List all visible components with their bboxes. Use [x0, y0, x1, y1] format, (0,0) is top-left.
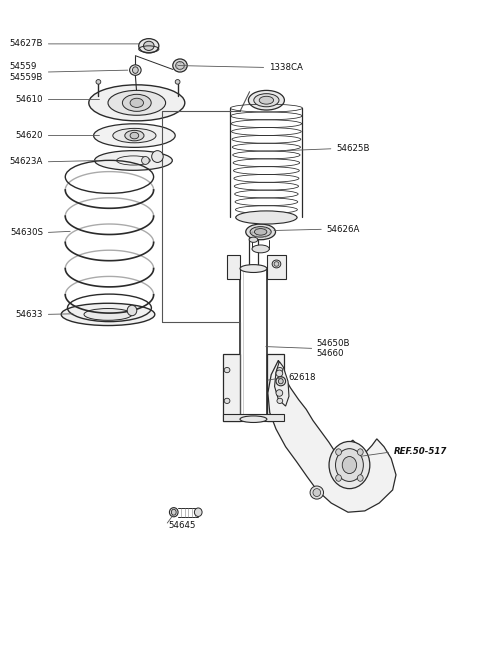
Text: 1338CA: 1338CA	[269, 63, 303, 72]
Text: 54623A: 54623A	[10, 157, 43, 166]
Ellipse shape	[127, 305, 137, 316]
Ellipse shape	[277, 367, 283, 373]
Ellipse shape	[249, 237, 258, 242]
Text: 54645: 54645	[168, 521, 195, 530]
Ellipse shape	[240, 416, 267, 422]
Ellipse shape	[252, 245, 269, 253]
Ellipse shape	[276, 377, 286, 386]
Polygon shape	[275, 362, 289, 406]
Ellipse shape	[254, 94, 279, 107]
Ellipse shape	[113, 128, 156, 143]
Ellipse shape	[96, 79, 101, 84]
Ellipse shape	[224, 398, 230, 403]
Ellipse shape	[95, 151, 172, 170]
Ellipse shape	[171, 510, 176, 515]
Ellipse shape	[240, 265, 267, 272]
Ellipse shape	[254, 229, 267, 235]
Text: 54633: 54633	[16, 310, 43, 319]
Ellipse shape	[108, 90, 166, 115]
Ellipse shape	[125, 130, 144, 141]
Ellipse shape	[130, 132, 139, 139]
Text: 54625B: 54625B	[336, 144, 370, 153]
Ellipse shape	[94, 124, 175, 147]
Ellipse shape	[176, 62, 184, 69]
Ellipse shape	[139, 39, 159, 53]
Ellipse shape	[250, 227, 271, 237]
Polygon shape	[267, 354, 284, 421]
Text: REF.50-517: REF.50-517	[394, 447, 447, 457]
Ellipse shape	[142, 157, 149, 164]
Ellipse shape	[336, 475, 341, 481]
Polygon shape	[268, 360, 396, 512]
Ellipse shape	[61, 303, 155, 326]
Ellipse shape	[169, 508, 178, 517]
Text: 54650B
54660: 54650B 54660	[317, 339, 350, 358]
Ellipse shape	[342, 457, 357, 474]
Text: 54627B: 54627B	[10, 39, 43, 48]
Ellipse shape	[259, 96, 274, 104]
Ellipse shape	[89, 84, 185, 121]
Ellipse shape	[122, 94, 151, 111]
Polygon shape	[223, 354, 240, 421]
Ellipse shape	[336, 449, 363, 481]
Text: 54626A: 54626A	[326, 225, 360, 234]
Ellipse shape	[173, 59, 187, 72]
Ellipse shape	[236, 211, 297, 224]
Ellipse shape	[329, 441, 370, 489]
Ellipse shape	[274, 262, 279, 267]
Ellipse shape	[84, 309, 132, 320]
Ellipse shape	[276, 370, 283, 377]
Ellipse shape	[358, 449, 363, 455]
Polygon shape	[223, 414, 284, 421]
Polygon shape	[227, 255, 240, 279]
Ellipse shape	[276, 390, 283, 396]
Ellipse shape	[310, 486, 324, 499]
Ellipse shape	[194, 508, 202, 516]
Ellipse shape	[358, 475, 363, 481]
Ellipse shape	[132, 67, 138, 73]
Ellipse shape	[144, 41, 154, 50]
Polygon shape	[267, 255, 286, 279]
Ellipse shape	[175, 79, 180, 84]
Ellipse shape	[224, 367, 230, 373]
Text: 54559
54559B: 54559 54559B	[10, 62, 43, 82]
Text: 54630S: 54630S	[10, 228, 43, 237]
Ellipse shape	[246, 224, 276, 240]
Text: 54620: 54620	[16, 131, 43, 140]
Ellipse shape	[336, 449, 341, 455]
Ellipse shape	[249, 90, 284, 110]
Ellipse shape	[152, 151, 163, 162]
Text: 54610: 54610	[16, 95, 43, 104]
Text: 62618: 62618	[288, 373, 315, 382]
Ellipse shape	[130, 65, 141, 75]
Ellipse shape	[272, 260, 281, 268]
Ellipse shape	[313, 489, 321, 496]
Ellipse shape	[277, 398, 283, 403]
Ellipse shape	[130, 98, 144, 107]
Ellipse shape	[278, 379, 283, 384]
